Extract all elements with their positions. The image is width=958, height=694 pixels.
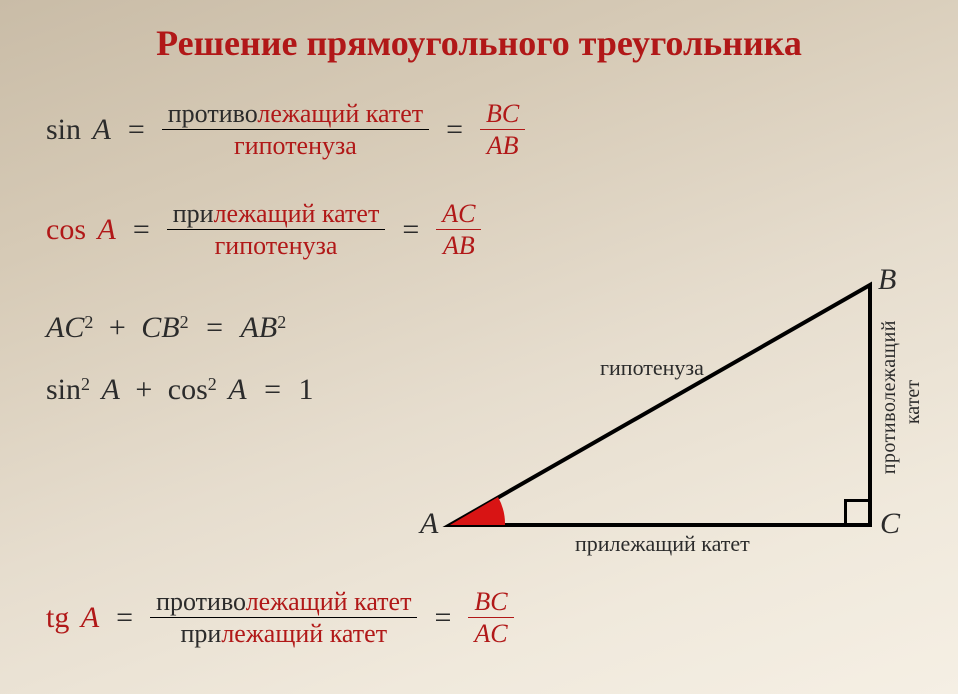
formula-pythagoras: AC2 + CB2 = AB2 xyxy=(46,310,286,345)
vertex-A: A xyxy=(420,507,438,541)
angle-arc xyxy=(450,497,505,525)
eq-sign: = xyxy=(106,601,143,635)
eq-sign: = xyxy=(123,213,160,247)
triangle-diagram: A B C гипотенуза прилежащий катет против… xyxy=(400,265,940,565)
tg-ratio-num: BC xyxy=(468,588,513,617)
formula-sin: sin A = противолежащий катет гипотенуза … xyxy=(46,100,525,160)
label-adjacent: прилежащий катет xyxy=(575,531,750,557)
right-angle-icon xyxy=(844,499,871,526)
formula-cos: cos A = прилежащий катет гипотенуза = AC… xyxy=(46,200,481,260)
plus-sign: + xyxy=(101,311,134,344)
sin-ratio-den: AB xyxy=(480,129,525,159)
cos-arg: A xyxy=(98,213,116,246)
pyth-a: AC xyxy=(46,311,84,344)
pyth-b: CB xyxy=(141,311,179,344)
label-opposite-1: противолежащий xyxy=(878,320,901,474)
vertex-C: C xyxy=(880,507,900,541)
tg-den-black: при xyxy=(180,619,221,648)
tg-den-red1: лежащий xyxy=(221,619,329,648)
sin-ratio-num: BC xyxy=(480,100,525,129)
formula-tg: tg A = противолежащий катет прилежащий к… xyxy=(46,588,514,648)
cos-den: гипотенуза xyxy=(167,229,386,259)
formula-identity: sin2 A + cos2 A = 1 xyxy=(46,372,314,407)
pyth-sq: 2 xyxy=(84,312,93,332)
tg-num-black: противо xyxy=(156,587,246,616)
sin-den: гипотенуза xyxy=(162,129,429,159)
tg-num-red1: лежащий xyxy=(246,587,354,616)
eq-sign: = xyxy=(254,373,291,406)
cos-num-red: лежащий катет xyxy=(214,199,380,228)
id-arg: A xyxy=(102,373,120,406)
sin-num-red: лежащий катет xyxy=(257,99,423,128)
id-sin: sin xyxy=(46,373,81,406)
id-sq: 2 xyxy=(81,374,90,394)
cos-ratio-num: AC xyxy=(436,200,481,229)
eq-sign: = xyxy=(424,601,461,635)
id-sq: 2 xyxy=(208,374,217,394)
eq-sign: = xyxy=(392,213,429,247)
eq-sign: = xyxy=(196,311,233,344)
id-arg: A xyxy=(228,373,246,406)
label-opposite-2: катет xyxy=(902,380,925,424)
id-cos: cos xyxy=(168,373,208,406)
pyth-sq: 2 xyxy=(180,312,189,332)
pyth-sq: 2 xyxy=(277,312,286,332)
sin-arg: A xyxy=(93,113,111,146)
eq-sign: = xyxy=(436,113,473,147)
eq-sign: = xyxy=(118,113,155,147)
cos-num-black: при xyxy=(173,199,214,228)
tg-arg: A xyxy=(81,601,99,634)
pyth-c: AB xyxy=(241,311,278,344)
tg-den-red2: катет xyxy=(330,619,387,648)
sin-num-black: противо xyxy=(168,99,258,128)
triangle-shape xyxy=(450,285,870,525)
sin-fn: sin xyxy=(46,113,81,146)
label-hypotenuse: гипотенуза xyxy=(600,355,704,381)
page-title: Решение прямоугольного треугольника xyxy=(0,22,958,64)
id-one: 1 xyxy=(299,373,314,406)
tg-fn: tg xyxy=(46,601,69,634)
tg-num-red2: катет xyxy=(354,587,411,616)
tg-ratio-den: AC xyxy=(468,617,513,647)
vertex-B: B xyxy=(878,263,896,297)
plus-sign: + xyxy=(127,373,160,406)
cos-fn: cos xyxy=(46,213,86,246)
cos-ratio-den: AB xyxy=(436,229,481,259)
